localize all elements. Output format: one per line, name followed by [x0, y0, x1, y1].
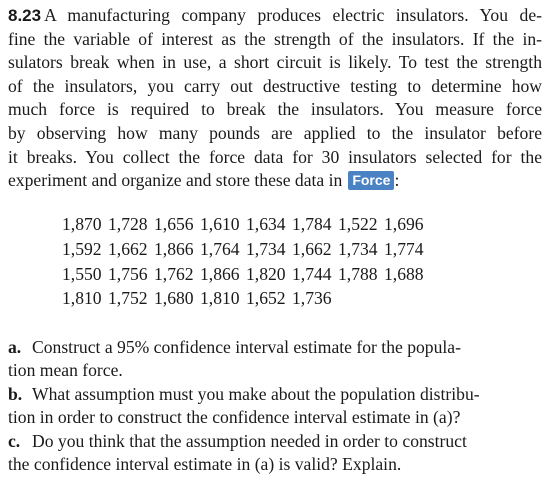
data-value: 1,734 [338, 238, 378, 259]
data-value: 1,736 [292, 288, 332, 309]
problem-line-8: experiment and organize and store these … [8, 169, 542, 193]
data-value: 1,662 [108, 238, 148, 259]
problem-number: 8.23 [8, 6, 42, 25]
problem-line-1: 8.23 A manufacturing company produces ele… [8, 4, 542, 28]
problem-statement: 8.23 A manufacturing company produces ele… [8, 4, 542, 193]
data-value: 1,610 [200, 214, 240, 234]
question-line: Do you think that the assumption needed … [32, 430, 467, 451]
question-b: b. What assumption must you make about th… [8, 383, 542, 430]
data-row: 1,810 1,752 1,680 1,810 1,652 1,736 [62, 286, 430, 311]
question-line: tion mean force. [8, 360, 123, 381]
data-value: 1,734 [246, 238, 286, 259]
data-row: 1,870 1,728 1,656 1,610 1,634 1,784 1,522 1,696 [62, 212, 430, 237]
data-value: 1,696 [384, 214, 424, 234]
problem-line-3: sulators break when in use, a short circ… [8, 52, 542, 73]
data-value: 1,762 [154, 263, 194, 284]
question-letter: a. [8, 337, 22, 357]
question-a: a. Construct a 95% confidence interval es… [8, 336, 542, 383]
data-value: 1,522 [338, 214, 378, 234]
data-value: 1,656 [154, 214, 194, 234]
data-file-tag[interactable]: Force [348, 171, 395, 191]
data-value: 1,870 [62, 214, 102, 234]
data-value: 1,820 [246, 263, 286, 284]
data-value: 1,756 [108, 263, 148, 284]
question-letter: b. [8, 383, 23, 404]
data-value: 1,810 [200, 288, 240, 309]
question-c: c. Do you think that the assumption neede… [8, 430, 542, 477]
question-line: tion in order to construct the confidenc… [8, 407, 461, 428]
data-value: 1,662 [292, 238, 332, 259]
data-value: 1,866 [200, 263, 240, 284]
data-value: 1,688 [384, 263, 424, 284]
data-value: 1,752 [108, 288, 148, 309]
problem-line-2: fine the variable of interest as the str… [8, 28, 542, 49]
data-value: 1,634 [246, 214, 286, 234]
data-value: 1,550 [62, 263, 102, 284]
colon: : [394, 170, 400, 191]
data-value: 1,788 [338, 263, 378, 284]
problem-line-7: it breaks. You collect the force data fo… [8, 146, 542, 167]
problem-text: A manufacturing company produces electri… [44, 5, 542, 25]
question-list: a. Construct a 95% confidence interval es… [8, 336, 542, 476]
data-row: 1,592 1,662 1,866 1,764 1,734 1,662 1,734 1,774 [62, 237, 430, 262]
problem-line-5: much force is required to break the insu… [8, 99, 542, 120]
data-value: 1,810 [62, 288, 102, 309]
data-row: 1,550 1,756 1,762 1,866 1,820 1,744 1,788 1,688 [62, 262, 430, 287]
data-value: 1,866 [154, 238, 194, 259]
data-value: 1,784 [292, 214, 332, 234]
question-line: What assumption must you make about the … [32, 383, 480, 404]
data-value: 1,764 [200, 238, 240, 259]
data-value: 1,652 [246, 288, 286, 309]
problem-line-4: of the insulators, you carry out destruc… [8, 75, 542, 96]
data-value: 1,728 [108, 214, 148, 234]
question-line: the confidence interval estimate in (a) … [8, 454, 402, 475]
problem-line-6: by observing how many pounds are applied… [8, 122, 542, 143]
question-letter: c. [8, 430, 21, 451]
data-value: 1,774 [384, 238, 424, 259]
data-value: 1,680 [154, 288, 194, 309]
force-data-table: 1,870 1,728 1,656 1,610 1,634 1,784 1,522 1,696… [62, 212, 430, 311]
question-line: Construct a 95% confidence interval esti… [32, 337, 461, 357]
data-value: 1,592 [62, 238, 102, 259]
data-value: 1,744 [292, 263, 332, 284]
problem-text: experiment and organize and store these … [8, 170, 343, 191]
